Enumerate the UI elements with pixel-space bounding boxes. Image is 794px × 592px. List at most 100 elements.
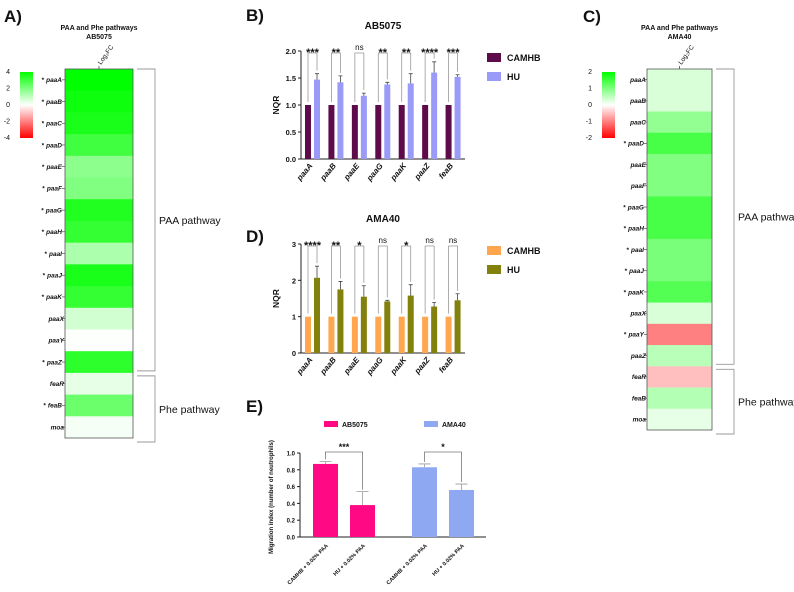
significance-label: *** — [306, 47, 320, 59]
significance-label: ** — [402, 47, 411, 59]
colorbar — [602, 72, 615, 138]
pathway-label: Phe pathway — [738, 397, 794, 409]
colorbar-tick-label: -2 — [4, 119, 10, 126]
heatmap-cell-paaJ — [647, 260, 712, 282]
gene-name: paaE — [629, 162, 646, 169]
colorbar-tick-label: 0 — [6, 102, 10, 109]
significance-bracket — [424, 451, 462, 483]
bar-hu-paaZ — [431, 306, 438, 353]
error-bar — [408, 284, 413, 296]
heatmap-cell-paaK — [647, 281, 712, 304]
significance-label: ns — [449, 236, 457, 245]
bar-hu-paaB — [337, 82, 344, 159]
significance-bracket — [424, 245, 435, 314]
x-tick-label: feaB — [437, 161, 455, 180]
heatmap-cell-paaF — [65, 177, 133, 200]
significance-marker: * — [624, 332, 627, 339]
bar-hu-paaG — [384, 301, 391, 353]
significance-label: ** — [379, 47, 388, 59]
heatmap-cell-paaE — [65, 155, 133, 179]
row-label: moa — [51, 424, 65, 431]
x-tick-label: paaK — [388, 355, 409, 377]
significance-label: ** — [332, 47, 341, 59]
heatmap-cell-paaH — [647, 217, 712, 240]
row-label: paaE — [629, 162, 646, 169]
significance-marker: * — [44, 251, 47, 258]
error-bar — [408, 73, 413, 84]
heatmap-cell-paaG — [647, 196, 712, 219]
row-label: * paaG — [623, 204, 644, 211]
gene-name: paaH — [627, 226, 644, 233]
gene-name: paaD — [627, 141, 644, 148]
y-tick-label: 0.4 — [287, 502, 296, 508]
x-tick-label: paaG — [364, 356, 384, 378]
heatmap-border — [646, 68, 713, 431]
heatmap-cell-paaD — [65, 134, 133, 157]
significance-bracket — [331, 52, 341, 102]
row-label: paaY — [47, 338, 64, 345]
heatmap-cell-paaG — [65, 199, 133, 222]
row-label: paaC — [629, 119, 646, 126]
row-label: paaF — [630, 183, 647, 190]
y-tick-label: 0.8 — [287, 468, 296, 474]
pathway-bracket — [137, 375, 156, 443]
row-label: paaZ — [630, 353, 647, 360]
legend-label: AB5075 — [342, 422, 368, 429]
row-label: paaA — [629, 77, 646, 84]
panel-label-b: B) — [246, 6, 264, 25]
heatmap-cell-paaX — [647, 302, 712, 325]
significance-marker: * — [625, 268, 628, 275]
y-tick-label: 0.5 — [286, 128, 296, 137]
significance-bracket — [448, 52, 458, 102]
heatmap-cell-paaC — [647, 111, 712, 134]
row-label: * feaB — [43, 403, 62, 410]
heatmap-cell-paaF — [647, 175, 712, 197]
heatmap-cell-paaE — [647, 153, 712, 176]
x-tick-label: paaG — [364, 162, 384, 184]
significance-label: *** — [339, 442, 350, 452]
panel-label-e: E) — [246, 397, 263, 416]
significance-marker: * — [42, 359, 45, 366]
x-tick-label: paaA — [294, 355, 314, 377]
y-tick-label: 0.0 — [286, 155, 296, 164]
heatmap-cell-moa — [65, 416, 133, 439]
x-tick-label: HU + 0.02% PAA — [432, 543, 466, 577]
legend-swatch — [324, 421, 338, 427]
bar-ama40 — [412, 467, 437, 537]
gene-name: paaY — [47, 338, 64, 345]
column-label: Log₂FC — [677, 44, 696, 66]
significance-marker: * — [42, 121, 45, 128]
heatmap-cell-paaY — [65, 329, 133, 352]
colorbar-tick-label: 0 — [588, 102, 592, 109]
y-tick-label: 2 — [292, 276, 296, 285]
heatmap-a: PAA and Phe pathways AB5075 Log₂FC 4 2 0 -2 -4 *… — [4, 25, 221, 443]
significance-bracket — [307, 52, 318, 102]
colorbar-tick-label: -2 — [586, 135, 592, 142]
heatmap-subtitle: AB5075 — [86, 34, 112, 41]
gene-name: feaR — [632, 374, 646, 381]
pathway-label: PAA pathway — [159, 215, 221, 227]
heatmap-cell-paaC — [65, 112, 133, 135]
gene-name: paaB — [629, 98, 646, 105]
gene-name: paaA — [629, 77, 646, 84]
significance-marker: * — [42, 164, 45, 171]
significance-bracket — [331, 245, 341, 314]
x-tick-label: paaE — [342, 355, 362, 377]
heatmap-cell-paaZ — [65, 351, 133, 374]
heatmap-c: PAA and Phe pathways AMA40 Log₂FC 2 1 0 -1 -2 pa… — [586, 25, 794, 435]
x-tick-label: paaA — [294, 161, 314, 183]
error-bar — [356, 491, 369, 506]
y-tick-label: 1.0 — [286, 101, 296, 110]
error-bar — [432, 61, 437, 73]
bar-camhb-paaA — [305, 316, 311, 353]
significance-bracket — [354, 52, 365, 102]
row-label: * paaG — [41, 207, 62, 214]
heatmap-title: PAA and Phe pathways — [60, 25, 137, 32]
x-tick-label: feaB — [437, 355, 455, 374]
significance-bracket — [377, 52, 388, 102]
error-bar — [315, 265, 319, 278]
bar-camhb-paaE — [351, 105, 358, 159]
significance-marker: * — [623, 204, 626, 211]
gene-name: paaG — [45, 207, 62, 214]
